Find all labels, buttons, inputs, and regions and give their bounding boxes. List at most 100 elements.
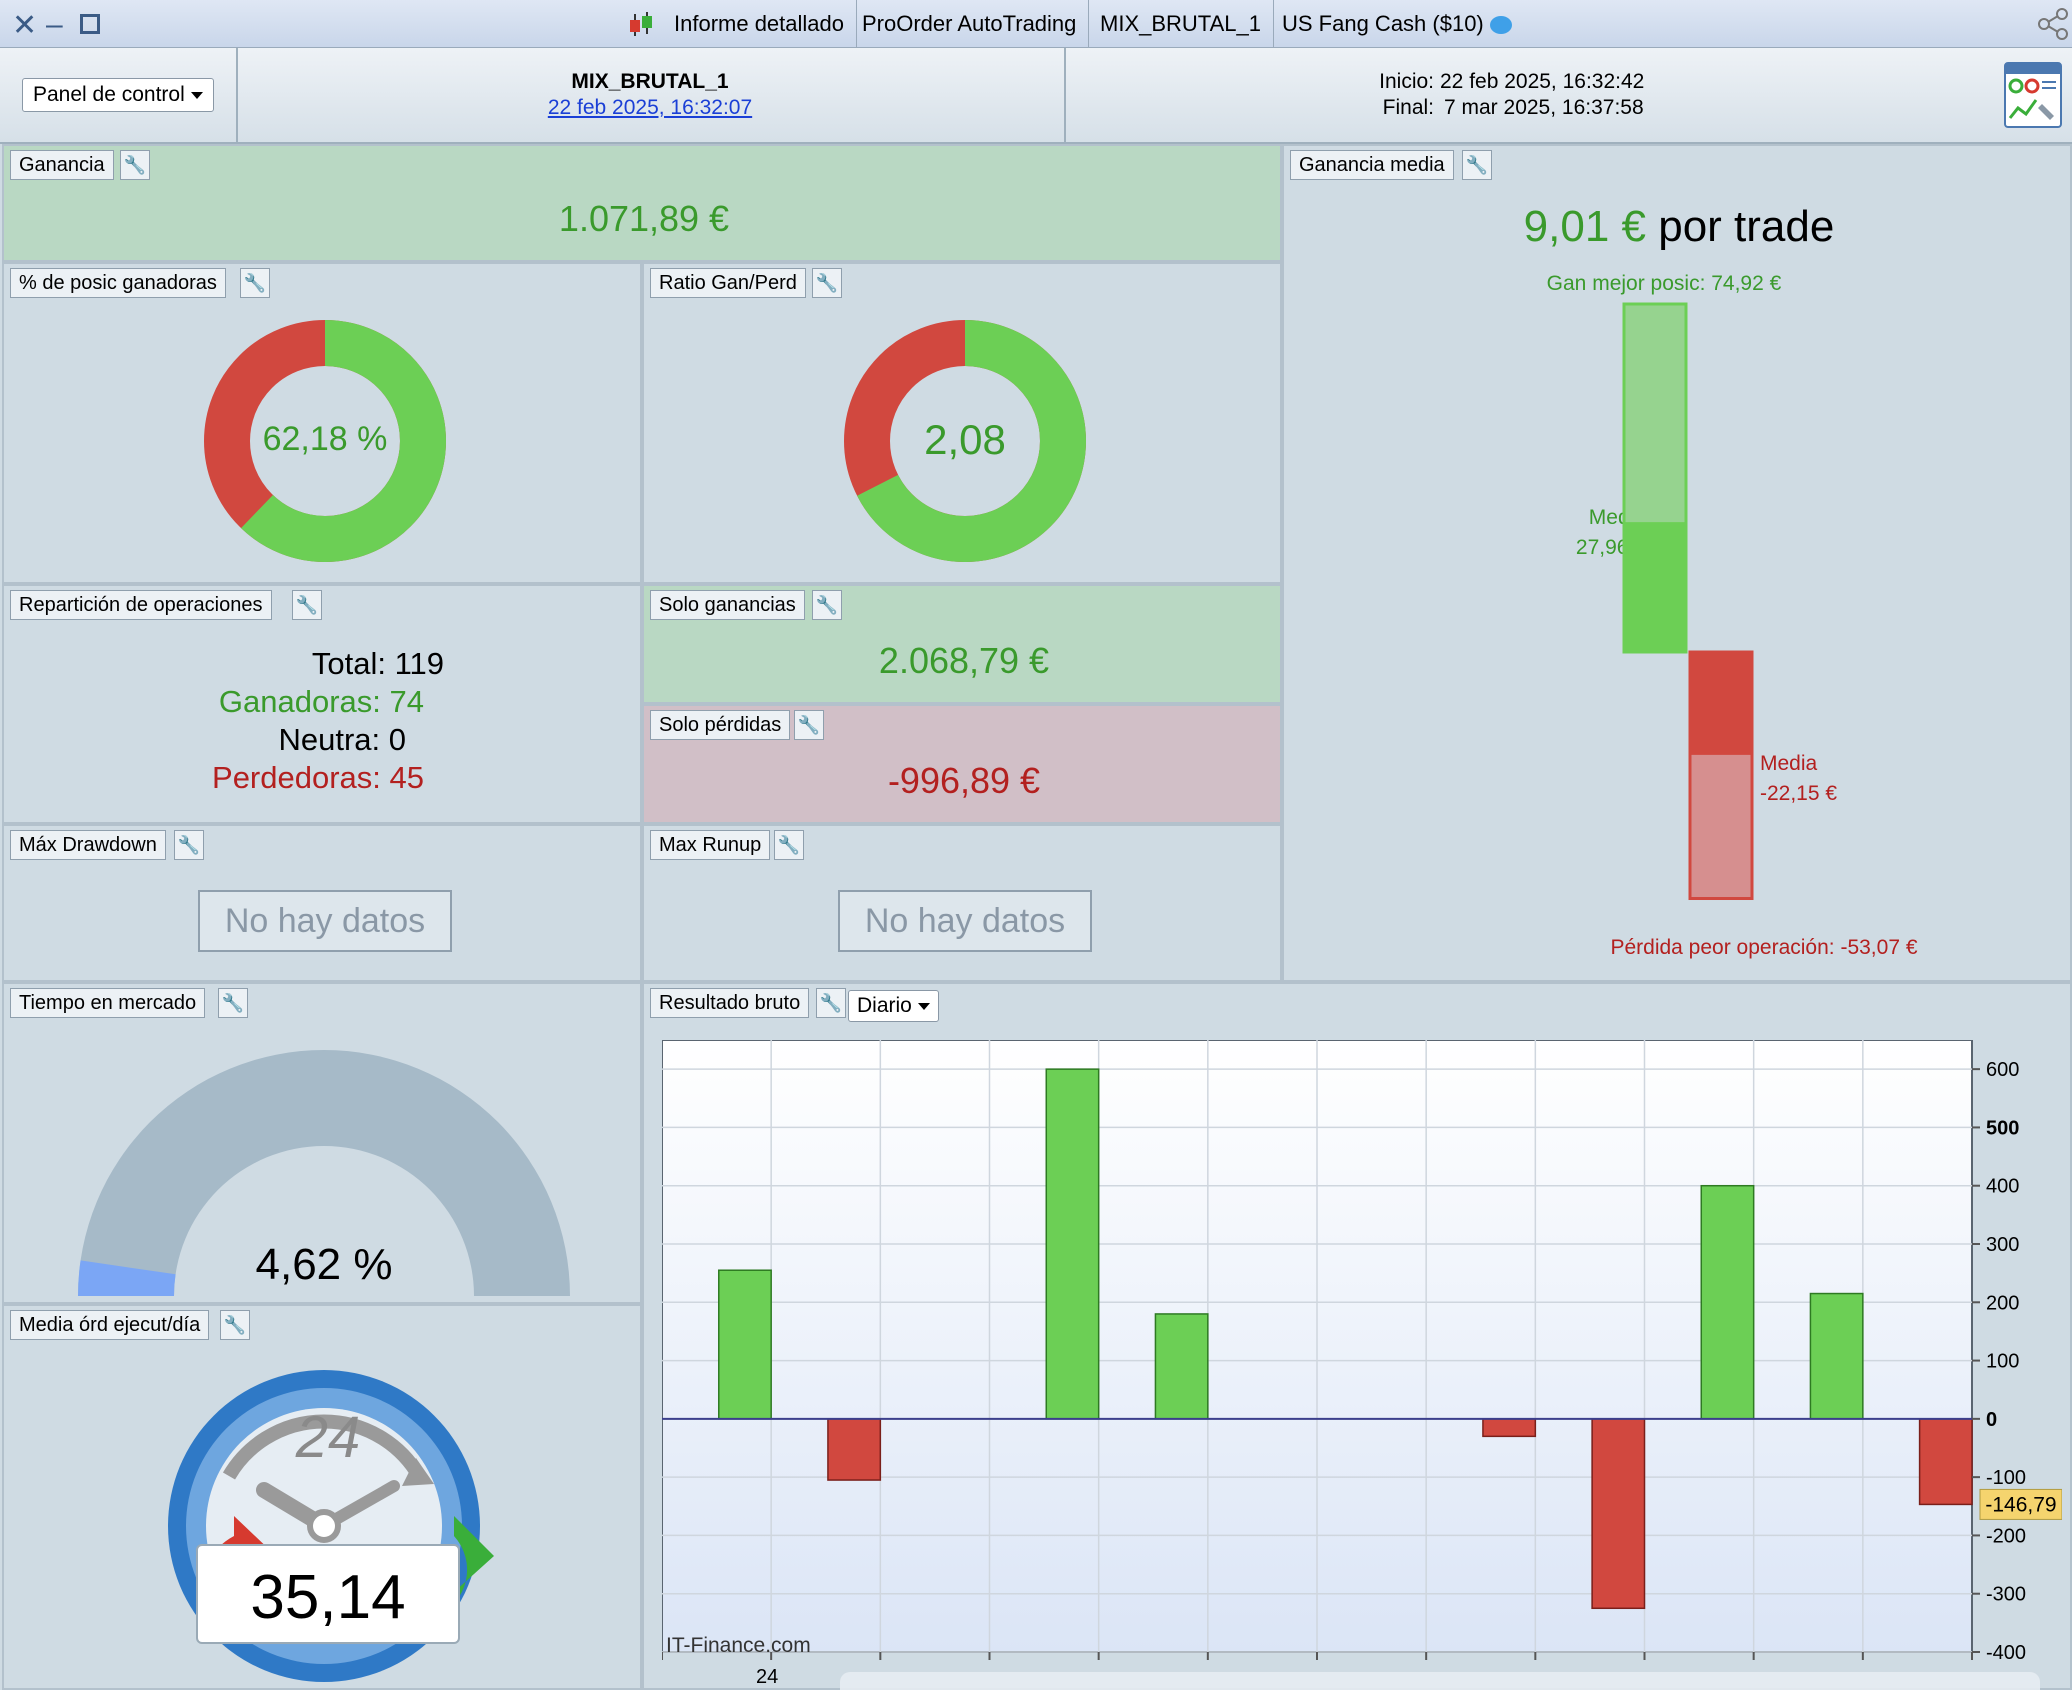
current-value-label: -146,79 [1985,1493,2056,1516]
tiempo-mercado-panel: Tiempo en mercado 🔧 4,62 % [2,982,642,1304]
start-label: Inicio: [1379,70,1434,93]
panel-select-label: Panel de control [33,83,185,106]
divider [236,48,238,144]
reparticion-panel: Repartición de operaciones 🔧 Total: 119 … [2,584,642,824]
chevron-down-icon [190,91,203,99]
panel-title: Ganancia [10,150,114,180]
neutral-trades: Neutra: 0 [278,722,406,757]
media-ordenes-panel: Media órd ejecut/día 🔧 24 35,14 [2,1304,642,1690]
report-header [0,48,2072,144]
wrench-icon[interactable]: 🔧 [816,988,846,1018]
y-tick-label: 100 [1986,1351,2019,1373]
current-value-marker: -146,79 [1979,1488,2062,1520]
tab-label: MIX_BRUTAL_1 [1100,11,1261,36]
tab-instrument[interactable]: US Fang Cash ($10) [1270,0,1524,48]
chart-bar[interactable] [1591,1418,1646,1610]
wrench-icon[interactable]: 🔧 [774,830,804,860]
chart-bar[interactable] [1154,1313,1209,1420]
ganancia-media-panel: Ganancia media 🔧 9,01 € por trade Gan me… [1282,144,2072,982]
y-tick-label: -300 [1986,1584,2026,1606]
chat-bubble-icon [1489,16,1512,35]
max-runup-panel: Max Runup 🔧 No hay datos [642,824,1282,982]
wrench-icon[interactable]: 🔧 [120,150,150,180]
end-label: Final: [1382,96,1434,119]
avg-loss-label: Media [1760,752,1818,775]
time-gauge [78,1050,570,1296]
candlestick-icon [626,10,656,40]
wrench-icon[interactable]: 🔧 [174,830,204,860]
win-pct-panel: % de posic ganadoras 🔧 62,18 % [2,262,642,584]
wrench-icon[interactable]: 🔧 [1462,150,1492,180]
y-tick-label: -400 [1986,1642,2026,1664]
tab-label: ProOrder AutoTrading [862,11,1077,36]
chart-bar[interactable] [827,1418,882,1481]
no-data-box: No hay datos [838,890,1092,952]
orders-value-box [196,1544,460,1644]
share-icon[interactable] [2036,8,2070,40]
solo-perdidas-value: -996,89 € [887,760,1041,801]
tab-informe-detallado[interactable]: Informe detallado [662,0,857,48]
ratio-panel: Ratio Gan/Perd 🔧 2,08 [642,262,1282,584]
clock-dial-number: 24 [295,1405,361,1470]
end-value: 7 mar 2025, 16:37:58 [1444,96,1644,119]
gauge-track [78,1050,570,1296]
win-pct-value: 62,18 % [262,420,388,458]
win-arc [204,320,446,562]
chart-bar[interactable] [1045,1068,1100,1420]
total-trades: Total: 119 [311,646,444,681]
y-tick-label: 600 [1986,1059,2019,1081]
minimize-icon[interactable]: ‒ [46,8,63,41]
gauge-fill [78,1260,176,1296]
chart-bar[interactable] [1918,1418,1973,1506]
panel-title: % de posic ganadoras [10,268,226,298]
ganancia-panel: Ganancia 🔧 1.071,89 € [2,144,1282,262]
panel-title: Tiempo en mercado [10,988,206,1018]
tab-system[interactable]: MIX_BRUTAL_1 [1088,0,1274,48]
solo-ganancias-value: 2.068,79 € [878,640,1050,681]
panel-title: Media órd ejecut/día [10,1310,210,1340]
win-pct-donut [204,320,446,562]
wrench-icon[interactable]: 🔧 [240,268,270,298]
start-value: 22 feb 2025, 16:32:42 [1440,70,1645,93]
avg-suffix: por trade [1658,202,1835,251]
chart-bar[interactable] [718,1269,772,1420]
wrench-icon[interactable]: 🔧 [220,1310,250,1340]
panel-title: Max Runup [650,830,771,860]
panel-title: Solo pérdidas [650,710,791,740]
watermark: IT-Finance.com [666,1634,811,1657]
y-tick-label: -200 [1986,1525,2026,1547]
wrench-icon[interactable]: 🔧 [812,268,842,298]
y-tick-label: 0 [1986,1409,1997,1431]
period-select-label: Diario [857,994,912,1017]
best-trade-label: Gan mejor posic: 74,92 € [1546,272,1782,295]
wrench-icon[interactable]: 🔧 [812,590,842,620]
avg-value: 9,01 € [1523,202,1646,251]
wrench-icon[interactable]: 🔧 [218,988,248,1018]
chevron-down-icon [917,1002,930,1010]
report-settings-icon[interactable] [2004,62,2062,128]
no-data-box: No hay datos [198,890,452,952]
solo-perdidas-panel: Solo pérdidas 🔧 -996,89 € [642,704,1282,824]
panel-title: Resultado bruto [650,988,810,1018]
chart-bar[interactable] [1700,1184,1755,1420]
period-select[interactable]: Diario [848,990,939,1022]
panel-select[interactable]: Panel de control [22,78,214,112]
close-icon[interactable]: ✕ [12,9,38,42]
tab-proorder[interactable]: ProOrder AutoTrading [850,0,1090,48]
system-date-link[interactable]: 22 feb 2025, 16:32:07 [547,96,753,119]
y-tick-label: 500 [1986,1117,2019,1139]
system-name: MIX_BRUTAL_1 [571,70,729,93]
wrench-icon[interactable]: 🔧 [292,590,322,620]
maximize-icon[interactable] [80,14,100,34]
avg-loss-bar [1690,652,1752,755]
tab-label: US Fang Cash ($10) [1282,11,1484,36]
panel-title: Repartición de operaciones [10,590,272,620]
win-arc [844,320,1086,562]
wrench-icon[interactable]: 🔧 [794,710,824,740]
chart-bar[interactable] [1809,1292,1864,1420]
worst-trade-label: Pérdida peor operación: -53,07 € [1610,936,1918,959]
chart-bar[interactable] [1482,1418,1537,1438]
y-tick-label: 200 [1986,1292,2019,1314]
dock-bar [840,1672,2040,1690]
ganancia-value: 1.071,89 € [558,198,730,239]
